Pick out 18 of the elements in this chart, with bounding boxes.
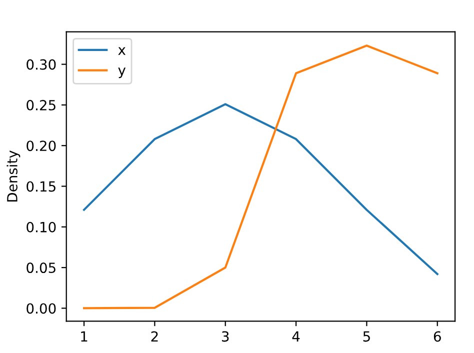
y-tick-label: 0.15 xyxy=(26,181,56,192)
x-tick-label: 1 xyxy=(81,331,88,342)
legend-label: y xyxy=(118,68,126,78)
y-tick-label: 0.05 xyxy=(26,262,56,274)
y-tick-label: 0.10 xyxy=(26,222,56,232)
y-tick-label: 0.30 xyxy=(26,59,56,70)
y-axis-title: Density xyxy=(6,150,20,202)
y-tick-label: 0.20 xyxy=(26,140,56,152)
y-tick-label: 0.25 xyxy=(26,100,56,110)
x-tick-label: 5 xyxy=(363,331,370,342)
legend-label: x xyxy=(118,47,126,55)
x-tick-label: 2 xyxy=(151,331,158,342)
y-tick-label: 0.00 xyxy=(26,303,56,314)
line-series xyxy=(82,44,438,310)
x-tick-label: 6 xyxy=(434,331,441,342)
x-tick-label: 3 xyxy=(222,331,229,342)
x-tick-label: 4 xyxy=(292,331,300,342)
line-series xyxy=(82,103,438,276)
